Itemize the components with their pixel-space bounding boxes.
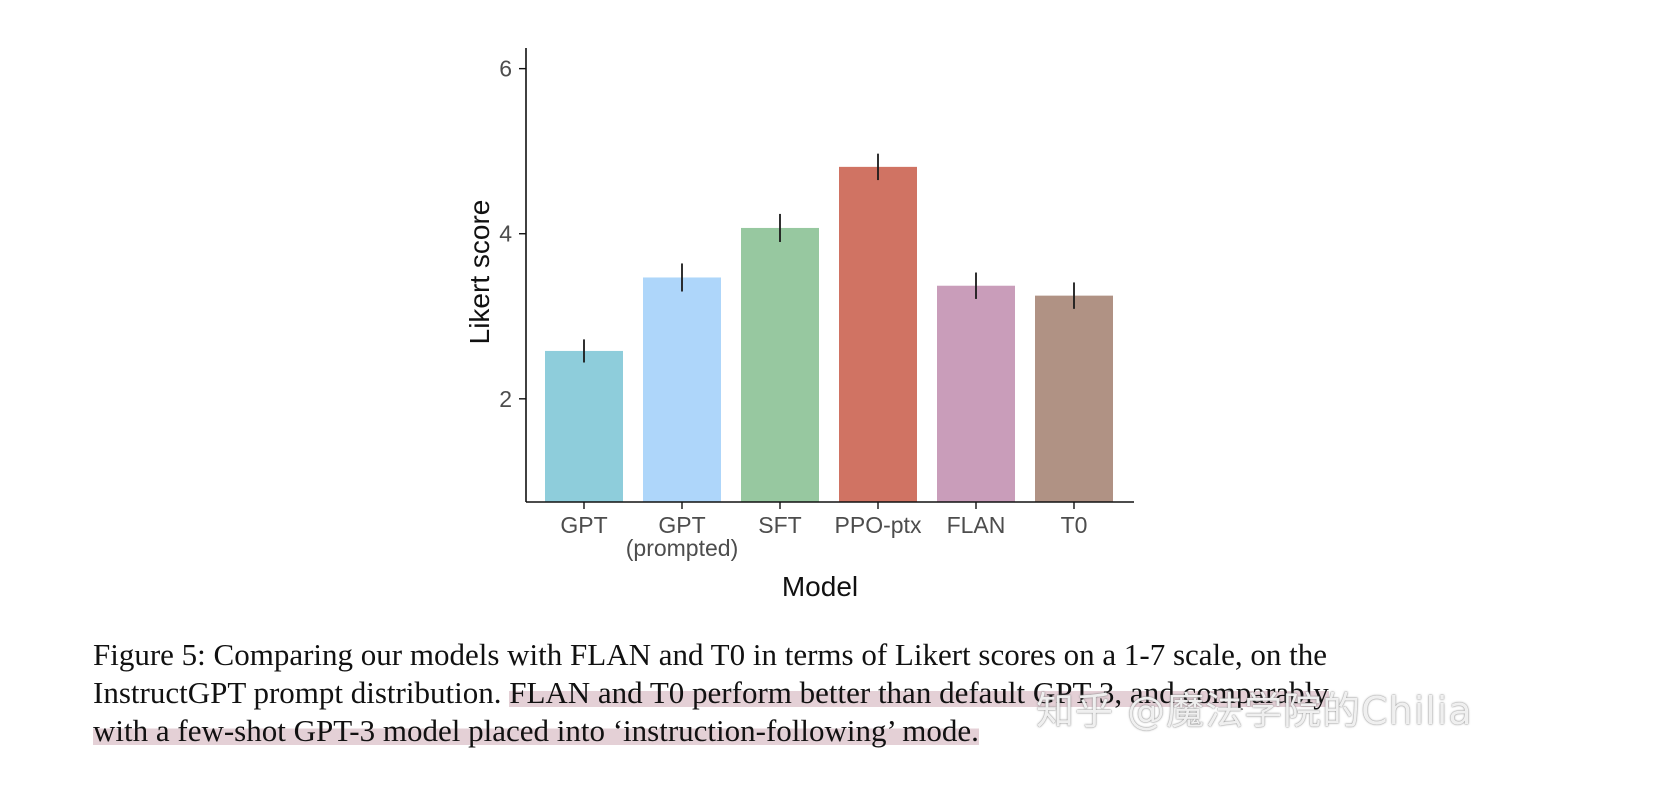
caption-line-2-plain: InstructGPT prompt distribution. bbox=[93, 675, 510, 710]
bar-gpt-prompted bbox=[643, 277, 721, 502]
bar-ppo-ptx bbox=[839, 166, 917, 502]
watermark: 知乎 @魔法学院的Chilia bbox=[1036, 689, 1473, 733]
likert-bar-chart: 246 GPT GPT(prompted)SFT PPO-ptx FLAN T0 Lik… bbox=[464, 48, 1134, 602]
error-bars bbox=[583, 153, 1075, 363]
x-tick-label: (prompted) bbox=[626, 535, 738, 561]
x-axis-title: Model bbox=[782, 571, 858, 602]
x-tick-label: FLAN bbox=[947, 512, 1006, 538]
x-tick-label: PPO-ptx bbox=[835, 512, 922, 538]
x-tick-label: T0 bbox=[1061, 512, 1088, 538]
x-tick-label: GPT bbox=[658, 512, 705, 538]
caption-line-1: Figure 5: Comparing our models with FLAN… bbox=[93, 637, 1328, 672]
bar-flan bbox=[937, 285, 1015, 502]
caption-line-2-highlight: FLAN and T0 perform better than default … bbox=[509, 675, 1329, 710]
bars bbox=[545, 166, 1113, 502]
y-tick-label: 4 bbox=[499, 221, 512, 247]
caption-line-3-highlight: with a few-shot GPT-3 model placed into … bbox=[93, 713, 979, 748]
y-axis: 2 4 6 bbox=[499, 48, 527, 502]
bar-t0 bbox=[1035, 295, 1113, 502]
bar-gpt bbox=[545, 350, 623, 502]
x-axis: GPT GPT(prompted)SFT PPO-ptx FLAN T0 bbox=[526, 501, 1134, 561]
figure-caption: Figure 5: Comparing our models with FLAN… bbox=[93, 636, 1563, 750]
x-tick-label: SFT bbox=[758, 512, 801, 538]
y-tick-label: 6 bbox=[499, 56, 512, 82]
y-axis-title: Likert score bbox=[464, 200, 495, 345]
x-tick-label: GPT bbox=[560, 512, 607, 538]
bar-sft bbox=[741, 227, 819, 502]
y-tick-label: 2 bbox=[499, 386, 512, 412]
